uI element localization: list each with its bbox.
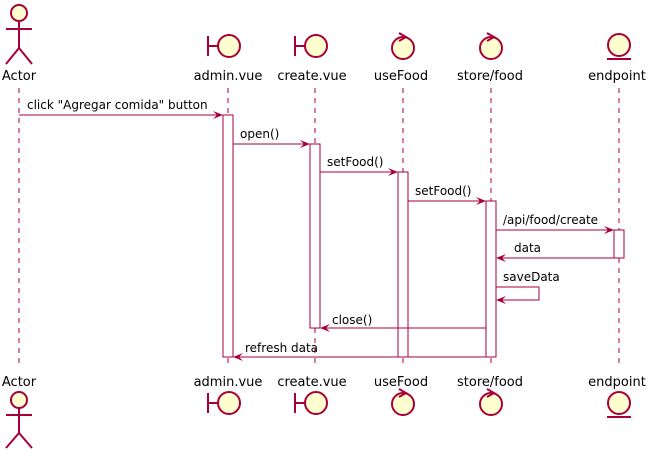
participant-label: Actor xyxy=(2,69,37,84)
participant-actor-bottom: Actor xyxy=(2,375,37,449)
participant-label: Actor xyxy=(2,375,37,390)
participant-create-bottom: create.vue xyxy=(277,375,347,415)
message-label-8: close() xyxy=(332,313,372,327)
participant-usefood-bottom: useFood xyxy=(374,375,428,416)
participant-label: useFood xyxy=(374,69,428,84)
boundary-icon xyxy=(207,391,241,415)
activations xyxy=(222,114,625,358)
message-label-7: saveData xyxy=(503,270,560,284)
participant-endpoint-top: endpoint xyxy=(588,33,646,84)
participant-label: admin.vue xyxy=(194,375,263,390)
activation-usefood xyxy=(397,171,409,358)
participant-label: endpoint xyxy=(588,375,646,390)
participant-actor-top: Actor xyxy=(2,4,37,84)
message-label-2: open() xyxy=(240,127,279,141)
control-icon xyxy=(479,32,503,60)
message-label-4: setFood() xyxy=(415,184,471,198)
participant-label: store/food xyxy=(457,375,523,390)
boundary-icon xyxy=(294,391,328,415)
participant-label: create.vue xyxy=(277,375,346,390)
participant-label: create.vue xyxy=(277,69,346,84)
message-label-9: refresh data xyxy=(245,341,318,355)
control-icon xyxy=(479,388,503,416)
message-label-6: data xyxy=(514,241,541,255)
message-label-3: setFood() xyxy=(327,155,383,169)
participant-label: endpoint xyxy=(588,69,646,84)
boundary-icon xyxy=(294,34,328,58)
message-label-1: click "Agregar comida" button xyxy=(27,98,208,112)
control-icon xyxy=(391,32,415,60)
activation-store xyxy=(485,200,497,358)
actor-icon xyxy=(5,391,33,449)
participants-top: Actor admin.vue create.vue xyxy=(2,4,646,84)
participant-admin-bottom: admin.vue xyxy=(194,375,263,415)
participant-label: admin.vue xyxy=(194,69,263,84)
participant-store-top: store/food xyxy=(457,32,523,84)
activation-endpoint xyxy=(613,229,625,259)
activation-create xyxy=(309,143,321,329)
messages xyxy=(19,111,614,361)
participant-endpoint-bottom: endpoint xyxy=(588,375,646,418)
activation-admin xyxy=(222,114,234,358)
participants-bottom: Actor admin.vue create.vue xyxy=(2,375,646,449)
participant-usefood-top: useFood xyxy=(374,32,428,84)
participant-admin-top: admin.vue xyxy=(194,34,263,84)
participant-label: store/food xyxy=(457,69,523,84)
participant-store-bottom: store/food xyxy=(457,375,523,416)
message-labels: click "Agregar comida" button open() set… xyxy=(27,98,598,355)
message-label-5: /api/food/create xyxy=(503,213,598,227)
actor-icon xyxy=(5,4,33,65)
participant-label: useFood xyxy=(374,375,428,390)
entity-icon xyxy=(607,391,631,418)
participant-create-top: create.vue xyxy=(277,34,347,84)
control-icon xyxy=(391,388,415,416)
entity-icon xyxy=(607,33,631,60)
boundary-icon xyxy=(207,34,241,58)
message-arrow-7 xyxy=(496,286,540,304)
